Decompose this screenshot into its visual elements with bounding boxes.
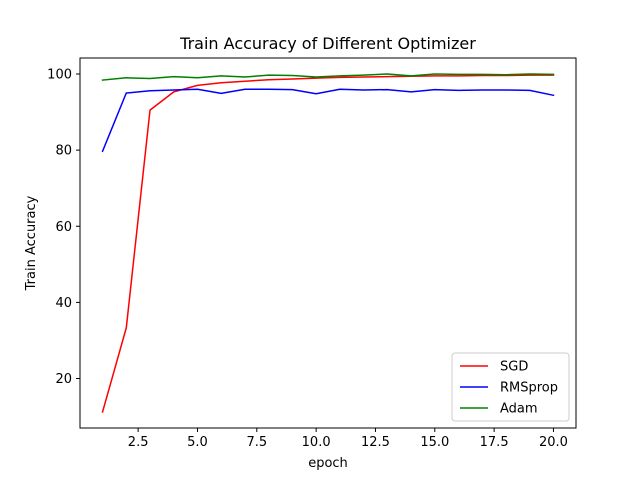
legend-label-rmsprop: RMSprop (500, 381, 558, 396)
legend-label-sgd: SGD (500, 360, 528, 375)
x-tick-label: 5.0 (187, 435, 208, 450)
x-tick-label: 2.5 (128, 435, 149, 450)
x-tick-label: 10.0 (302, 435, 331, 450)
series-line-adam (101, 73, 555, 81)
x-axis: 2.5 5.0 7.5 10.0 12.5 15.0 17.5 20.0 (128, 428, 568, 450)
legend: SGD RMSprop Adam (451, 352, 570, 422)
y-tick-label: 100 (47, 67, 72, 82)
y-axis: 20 40 60 80 100 (47, 67, 80, 387)
x-tick-label: 15.0 (420, 435, 449, 450)
y-tick-label: 80 (55, 144, 72, 159)
x-tick-label: 17.5 (480, 435, 509, 450)
x-tick-label: 12.5 (361, 435, 390, 450)
y-tick-label: 60 (55, 220, 72, 235)
y-tick-label: 40 (55, 296, 72, 311)
plot-frame (79, 57, 577, 429)
x-tick-label: 20.0 (539, 435, 568, 450)
series-line-sgd (101, 74, 555, 413)
series-line-rmsprop (101, 88, 555, 153)
x-tick-label: 7.5 (246, 435, 267, 450)
chart-title: Train Accuracy of Different Optimizer (179, 34, 476, 53)
series-lines (101, 73, 555, 413)
y-axis-label: Train Accuracy (24, 195, 39, 291)
y-tick-label: 20 (55, 372, 72, 387)
x-axis-label: epoch (308, 456, 348, 471)
legend-label-adam: Adam (500, 402, 538, 417)
legend-box (451, 352, 570, 422)
